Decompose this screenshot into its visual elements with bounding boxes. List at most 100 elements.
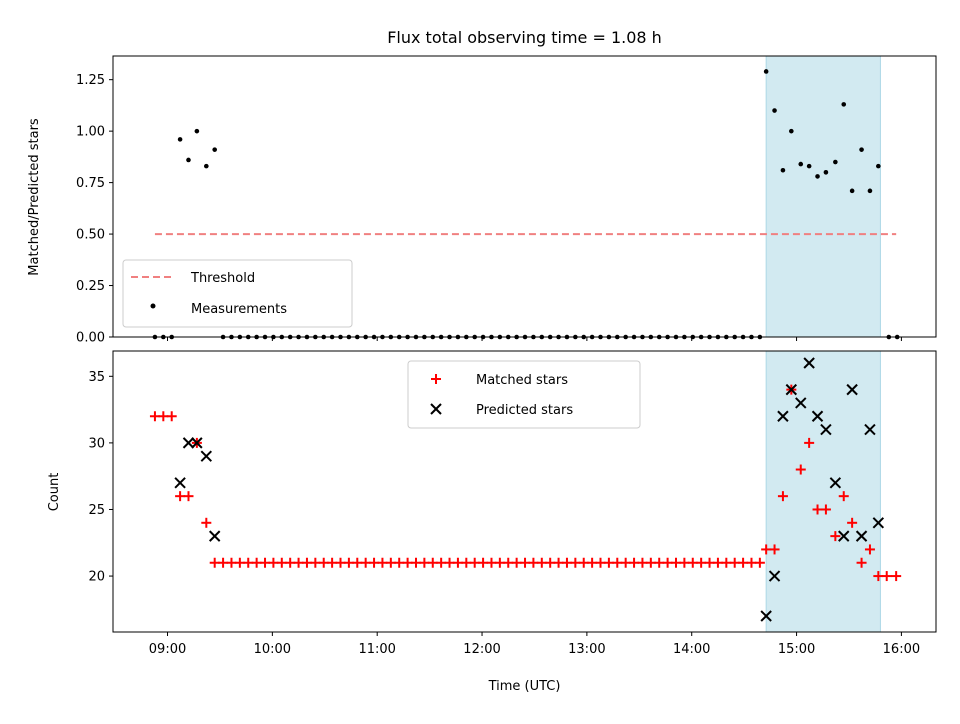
bottom-y-tick-label: 35 bbox=[88, 370, 105, 385]
matched-star-marker bbox=[746, 557, 757, 568]
matched-star-marker bbox=[410, 557, 421, 568]
top-panel: 0.00 0.25 0.50 0.75 1.00 1.25 Flux total obse… bbox=[27, 28, 937, 346]
measurement-point bbox=[763, 69, 769, 74]
matched-star-marker bbox=[402, 557, 413, 568]
legend-predicted-label: Predicted stars bbox=[476, 403, 573, 418]
measurement-point bbox=[806, 163, 812, 169]
x-tick-label: 10:00 bbox=[254, 642, 291, 657]
bottom-y-axis-label: Count bbox=[47, 473, 62, 512]
x-tick-label: 16:00 bbox=[883, 642, 920, 657]
matched-star-marker bbox=[268, 557, 279, 568]
predicted-star-marker bbox=[846, 383, 858, 396]
legend-measurements-swatch bbox=[150, 303, 156, 309]
matched-star-marker bbox=[820, 504, 831, 515]
matched-star-marker bbox=[243, 557, 254, 568]
matched-star-marker bbox=[578, 557, 589, 568]
x-tick-label: 09:00 bbox=[149, 642, 186, 657]
matched-star-marker bbox=[335, 557, 346, 568]
predicted-star-marker bbox=[174, 477, 186, 489]
measurement-point bbox=[876, 163, 881, 169]
top-plot-frame bbox=[112, 55, 937, 338]
matched-star-marker bbox=[166, 411, 177, 422]
x-tick-label: 15:00 bbox=[778, 642, 815, 657]
top-y-tick-label: 1.25 bbox=[76, 73, 105, 88]
bottom-y-tick-label: 20 bbox=[88, 570, 105, 585]
matched-star-marker bbox=[494, 557, 505, 568]
chart-title: Flux total observing time = 1.08 h bbox=[387, 28, 662, 47]
matched-star-marker bbox=[301, 557, 312, 568]
bottom-panel: 20 25 30 35 09:00 10:00 11:00 12:00 13:00 14:00 1… bbox=[47, 350, 937, 694]
matched-star-marker bbox=[528, 557, 539, 568]
matched-star-marker bbox=[738, 557, 749, 568]
bottom-plot-frame bbox=[112, 350, 937, 633]
matched-star-marker bbox=[293, 557, 304, 568]
legend-threshold-label: Threshold bbox=[190, 271, 255, 286]
matched-star-marker bbox=[662, 557, 673, 568]
matched-star-marker bbox=[847, 517, 858, 528]
matched-star-marker bbox=[804, 437, 815, 448]
matched-star-marker bbox=[645, 557, 656, 568]
measurement-point bbox=[204, 163, 209, 169]
matched-star-marker bbox=[343, 557, 354, 568]
matched-star-marker bbox=[285, 557, 296, 568]
matched-star-marker bbox=[377, 557, 388, 568]
measurement-point bbox=[772, 108, 777, 113]
top-highlight-span bbox=[765, 55, 881, 338]
matched-star-marker bbox=[201, 517, 212, 528]
predicted-star-marker bbox=[208, 530, 221, 542]
matched-star-marker bbox=[553, 557, 564, 568]
matched-star-marker bbox=[595, 557, 606, 568]
matched-star-marker bbox=[452, 557, 463, 568]
top-y-tick-label: 0.50 bbox=[76, 228, 105, 243]
matched-star-marker bbox=[234, 557, 245, 568]
predicted-star-marker bbox=[760, 610, 772, 622]
matched-star-marker bbox=[769, 544, 780, 555]
bottom-legend-box bbox=[407, 360, 641, 429]
matched-star-marker bbox=[679, 557, 690, 568]
predicted-star-marker bbox=[803, 357, 815, 369]
matched-star-marker bbox=[369, 557, 380, 568]
legend-predicted-swatch bbox=[430, 403, 442, 415]
matched-star-marker bbox=[251, 557, 262, 568]
measurement-point bbox=[186, 157, 191, 163]
matched-star-marker bbox=[587, 557, 598, 568]
matched-star-marker bbox=[520, 557, 531, 568]
top-legend-box bbox=[122, 259, 353, 328]
matched-star-marker bbox=[511, 557, 522, 568]
matched-star-marker bbox=[777, 491, 788, 502]
predicted-star-marker bbox=[864, 423, 876, 436]
matched-star-marker bbox=[327, 557, 338, 568]
matched-star-marker bbox=[629, 557, 640, 568]
predicted-star-marker bbox=[191, 437, 203, 449]
matched-star-marker bbox=[687, 557, 698, 568]
matched-star-marker bbox=[620, 557, 631, 568]
matched-star-marker bbox=[385, 557, 396, 568]
measurement-point bbox=[859, 147, 864, 152]
measurement-point bbox=[789, 128, 794, 134]
matched-star-marker bbox=[394, 557, 405, 568]
legend-measurements-label: Measurements bbox=[191, 302, 287, 317]
bottom-legend: Matched stars Predicted stars bbox=[407, 360, 641, 429]
top-y-tick-label: 0.00 bbox=[76, 331, 105, 346]
top-y-tick-label: 0.25 bbox=[76, 279, 105, 294]
predicted-star-marker bbox=[777, 410, 789, 422]
matched-star-marker bbox=[352, 557, 363, 568]
x-tick-label: 11:00 bbox=[358, 642, 395, 657]
x-tick-label: 14:00 bbox=[673, 642, 710, 657]
predicted-star-marker bbox=[820, 423, 832, 436]
matched-star-marker bbox=[612, 557, 623, 568]
x-axis-label: Time (UTC) bbox=[488, 679, 561, 694]
matched-star-marker bbox=[704, 557, 715, 568]
measurement-point bbox=[833, 159, 838, 165]
matched-star-marker bbox=[436, 557, 447, 568]
matched-star-marker bbox=[175, 491, 186, 502]
legend-matched-label: Matched stars bbox=[476, 373, 568, 388]
measurement-point bbox=[823, 170, 829, 175]
predicted-star-marker bbox=[872, 517, 885, 529]
measurement-point bbox=[867, 188, 873, 194]
matched-star-marker bbox=[158, 411, 169, 422]
predicted-star-marker bbox=[785, 383, 798, 396]
measurement-point bbox=[849, 188, 855, 194]
matched-star-marker bbox=[654, 557, 665, 568]
